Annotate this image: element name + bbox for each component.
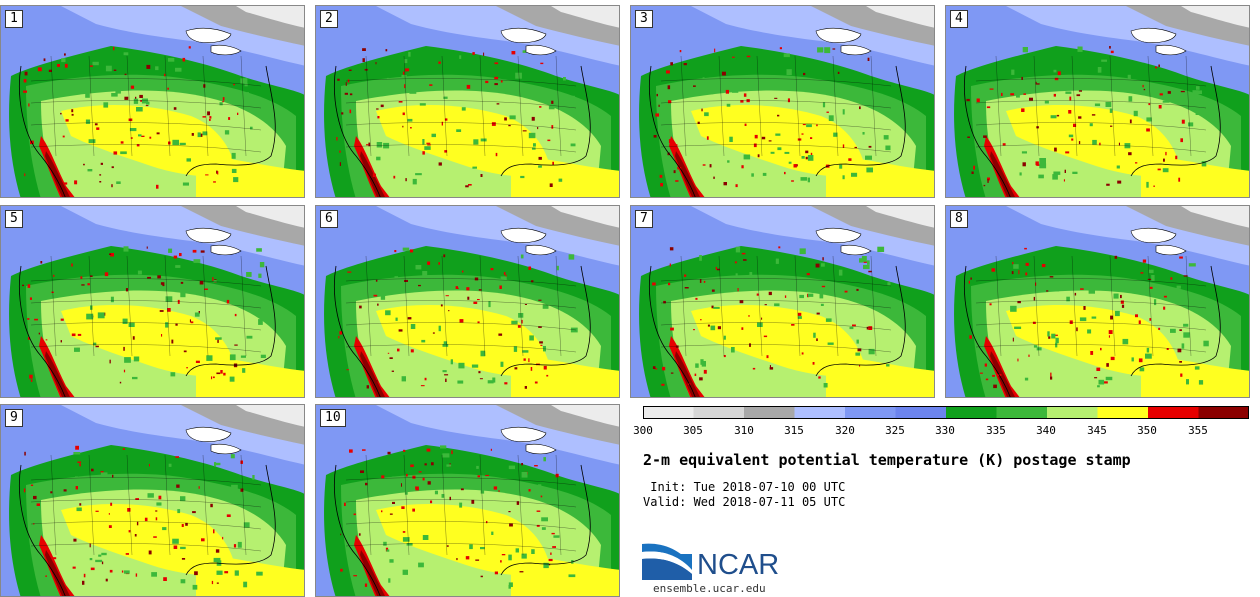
ncar-wordmark: NCAR [697, 549, 780, 581]
map-field [946, 206, 1249, 397]
member-panel-2: 2 [315, 5, 620, 198]
member-panel-3: 3 [630, 5, 935, 198]
colorbar-tick: 330 [935, 424, 955, 437]
member-panel-10: 10 [315, 404, 620, 597]
member-number: 4 [950, 10, 968, 28]
member-panel-1: 1 [0, 5, 305, 198]
map-field [1, 405, 304, 596]
colorbar-tick: 355 [1188, 424, 1208, 437]
member-number: 8 [950, 210, 968, 228]
colorbar-bin [1198, 406, 1249, 419]
member-number: 3 [635, 10, 653, 28]
colorbar-bin [794, 406, 846, 419]
member-panel-4: 4 [945, 5, 1250, 198]
map-field [316, 206, 619, 397]
colorbar-bin [895, 406, 947, 419]
ncar-logo-icon [642, 543, 692, 580]
colorbar-bin [1148, 406, 1199, 419]
colorbar-tick: 345 [1087, 424, 1107, 437]
member-panel-8: 8 [945, 205, 1250, 398]
colorbar-tick: 320 [835, 424, 855, 437]
colorbar-bin [1047, 406, 1098, 419]
colorbar-tick: 325 [885, 424, 905, 437]
colorbar-tick: 315 [784, 424, 804, 437]
plot-title: 2-m equivalent potential temperature (K)… [643, 451, 1131, 469]
colorbar-bin [946, 406, 997, 419]
colorbar-tick: 305 [683, 424, 703, 437]
map-field [631, 206, 934, 397]
member-number: 6 [320, 210, 338, 228]
map-field [946, 6, 1249, 197]
member-number: 1 [5, 10, 23, 28]
colorbar-bin [1097, 406, 1149, 419]
colorbar-tick: 350 [1137, 424, 1157, 437]
map-field [316, 405, 619, 596]
member-number: 2 [320, 10, 338, 28]
colorbar-bin [693, 406, 745, 419]
member-number: 9 [5, 409, 23, 427]
map-field [1, 206, 304, 397]
map-field [1, 6, 304, 197]
member-panel-9: 9 [0, 404, 305, 597]
member-panel-5: 5 [0, 205, 305, 398]
colorbar-tick: 335 [986, 424, 1006, 437]
colorbar-bin [845, 406, 896, 419]
colorbar-tick: 300 [633, 424, 653, 437]
map-field [316, 6, 619, 197]
init-time: Init: Tue 2018-07-10 00 UTC [643, 480, 846, 494]
member-number: 7 [635, 210, 653, 228]
member-number: 10 [320, 409, 346, 427]
colorbar-bin [744, 406, 795, 419]
colorbar [643, 406, 1249, 419]
colorbar-bin [996, 406, 1048, 419]
colorbar-bin [643, 406, 694, 419]
member-number: 5 [5, 210, 23, 228]
colorbar-tick: 310 [734, 424, 754, 437]
member-panel-7: 7 [630, 205, 935, 398]
ensemble-url: ensemble.ucar.edu [653, 582, 766, 595]
valid-time: Valid: Wed 2018-07-11 05 UTC [643, 495, 846, 509]
map-field [631, 6, 934, 197]
member-panel-6: 6 [315, 205, 620, 398]
colorbar-tick: 340 [1036, 424, 1056, 437]
